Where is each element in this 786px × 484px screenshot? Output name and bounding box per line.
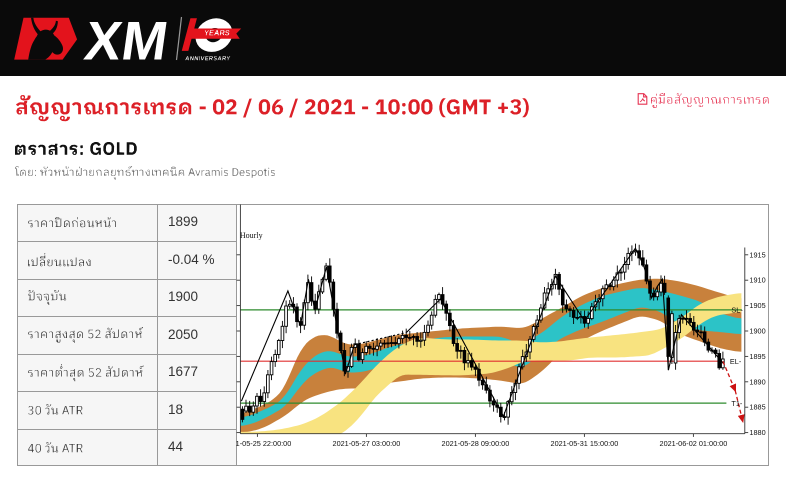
svg-text:2021-05-28 09:00:00: 2021-05-28 09:00:00 bbox=[441, 439, 509, 448]
svg-text:2021-06-02 01:00:00: 2021-06-02 01:00:00 bbox=[659, 439, 727, 448]
svg-text:SL-: SL- bbox=[731, 305, 743, 314]
svg-text:1910: 1910 bbox=[749, 275, 765, 284]
svg-text:2021-05-25 22:00:00: 2021-05-25 22:00:00 bbox=[236, 439, 291, 448]
svg-text:Hourly: Hourly bbox=[239, 231, 262, 240]
svg-text:2021-05-27 03:00:00: 2021-05-27 03:00:00 bbox=[332, 439, 400, 448]
svg-text:1885: 1885 bbox=[749, 402, 765, 411]
svg-text:1915: 1915 bbox=[749, 250, 765, 259]
svg-text:1880: 1880 bbox=[749, 428, 765, 437]
svg-text:T1-: T1- bbox=[731, 398, 743, 407]
svg-text:1895: 1895 bbox=[749, 351, 765, 360]
svg-text:EL-: EL- bbox=[729, 356, 741, 365]
svg-text:1890: 1890 bbox=[749, 377, 765, 386]
svg-text:XM: XM bbox=[81, 10, 172, 72]
svg-text:2021-05-31 15:00:00: 2021-05-31 15:00:00 bbox=[550, 439, 618, 448]
svg-text:1905: 1905 bbox=[749, 301, 765, 310]
svg-text:1900: 1900 bbox=[749, 326, 765, 335]
